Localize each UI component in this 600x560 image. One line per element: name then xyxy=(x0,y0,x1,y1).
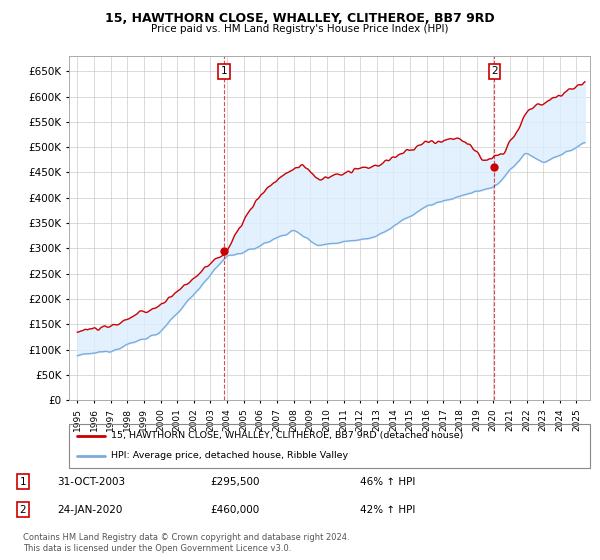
Text: 1: 1 xyxy=(19,477,26,487)
Text: 15, HAWTHORN CLOSE, WHALLEY, CLITHEROE, BB7 9RD (detached house): 15, HAWTHORN CLOSE, WHALLEY, CLITHEROE, … xyxy=(110,431,463,440)
Text: Contains HM Land Registry data © Crown copyright and database right 2024.
This d: Contains HM Land Registry data © Crown c… xyxy=(23,533,349,553)
Text: £295,500: £295,500 xyxy=(210,477,260,487)
Text: 15, HAWTHORN CLOSE, WHALLEY, CLITHEROE, BB7 9RD: 15, HAWTHORN CLOSE, WHALLEY, CLITHEROE, … xyxy=(105,12,495,25)
Text: 31-OCT-2003: 31-OCT-2003 xyxy=(57,477,125,487)
Text: 2: 2 xyxy=(19,505,26,515)
Text: 1: 1 xyxy=(221,67,227,77)
Text: 24-JAN-2020: 24-JAN-2020 xyxy=(57,505,122,515)
Text: 2: 2 xyxy=(491,67,498,77)
Text: HPI: Average price, detached house, Ribble Valley: HPI: Average price, detached house, Ribb… xyxy=(110,451,348,460)
Text: £460,000: £460,000 xyxy=(210,505,259,515)
Text: Price paid vs. HM Land Registry's House Price Index (HPI): Price paid vs. HM Land Registry's House … xyxy=(151,24,449,34)
Text: 42% ↑ HPI: 42% ↑ HPI xyxy=(360,505,415,515)
Text: 46% ↑ HPI: 46% ↑ HPI xyxy=(360,477,415,487)
